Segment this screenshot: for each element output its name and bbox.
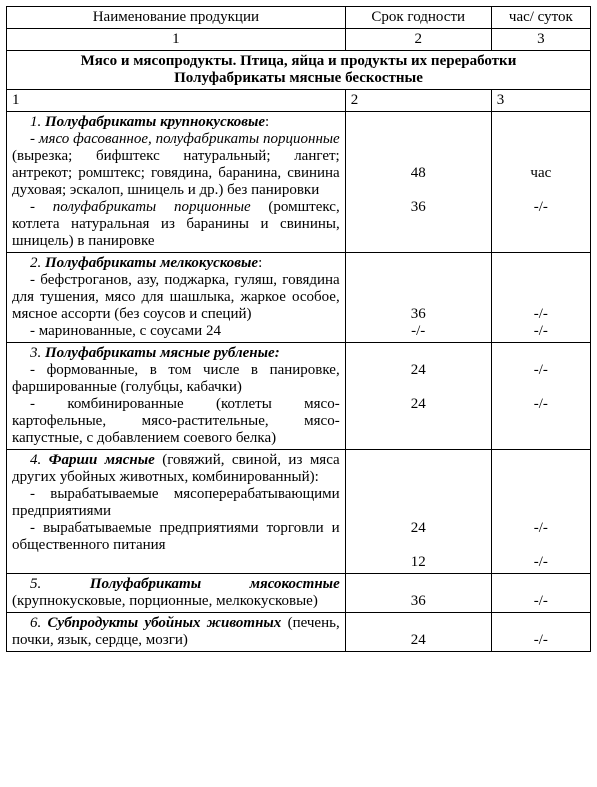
sub-b: 2 xyxy=(345,90,491,112)
row-5-desc: 5. Полуфабрикаты мясокостные (крупнокуск… xyxy=(7,574,346,613)
row-1-unit: час -/- xyxy=(491,112,590,253)
row-4-desc: 4. Фарши мясные (говяжий, свиной, из мяс… xyxy=(7,450,346,574)
row-5-val: 36 xyxy=(345,574,491,613)
row-2-unit: -/--/- xyxy=(491,253,590,343)
row-1-desc: 1. Полуфабрикаты крупнокусковые: - мясо … xyxy=(7,112,346,253)
row-3-val: 24 24 xyxy=(345,343,491,450)
row-6-unit: -/- xyxy=(491,613,590,652)
hdr-name: Наименование продукции xyxy=(7,7,346,29)
row-6-desc: 6. Субпродукты убойных животных (печень,… xyxy=(7,613,346,652)
row-4-unit: -/- -/- xyxy=(491,450,590,574)
row-3: 3. Полуфабрикаты мясные рубленые: - форм… xyxy=(7,343,591,450)
row-6-val: 24 xyxy=(345,613,491,652)
sub-a: 1 xyxy=(7,90,346,112)
row-1: 1. Полуфабрикаты крупнокусковые: - мясо … xyxy=(7,112,591,253)
row-5-unit: -/- xyxy=(491,574,590,613)
row-3-unit: -/- -/- xyxy=(491,343,590,450)
product-table: Наименование продукции Срок годности час… xyxy=(6,6,591,652)
row-4: 4. Фарши мясные (говяжий, свиной, из мяс… xyxy=(7,450,591,574)
row-3-desc: 3. Полуфабрикаты мясные рубленые: - форм… xyxy=(7,343,346,450)
hdr-n1: 1 xyxy=(7,29,346,51)
section-row: Мясо и мясопродукты. Птица, яйца и проду… xyxy=(7,51,591,90)
row-4-val: 24 12 xyxy=(345,450,491,574)
row-1-val: 48 36 xyxy=(345,112,491,253)
hdr-n3: 3 xyxy=(491,29,590,51)
row-2: 2. Полуфабрикаты мелкокусковые: - бефстр… xyxy=(7,253,591,343)
hdr-n2: 2 xyxy=(345,29,491,51)
header-num-row: 1 2 3 xyxy=(7,29,591,51)
header-row: Наименование продукции Срок годности час… xyxy=(7,7,591,29)
subheader-row: 1 2 3 xyxy=(7,90,591,112)
row-2-val: 36-/- xyxy=(345,253,491,343)
row-5: 5. Полуфабрикаты мясокостные (крупнокуск… xyxy=(7,574,591,613)
section-title: Мясо и мясопродукты. Птица, яйца и проду… xyxy=(7,51,591,90)
row-2-desc: 2. Полуфабрикаты мелкокусковые: - бефстр… xyxy=(7,253,346,343)
hdr-shelf: Срок годности xyxy=(345,7,491,29)
hdr-unit: час/ суток xyxy=(491,7,590,29)
sub-c: 3 xyxy=(491,90,590,112)
row-6: 6. Субпродукты убойных животных (печень,… xyxy=(7,613,591,652)
